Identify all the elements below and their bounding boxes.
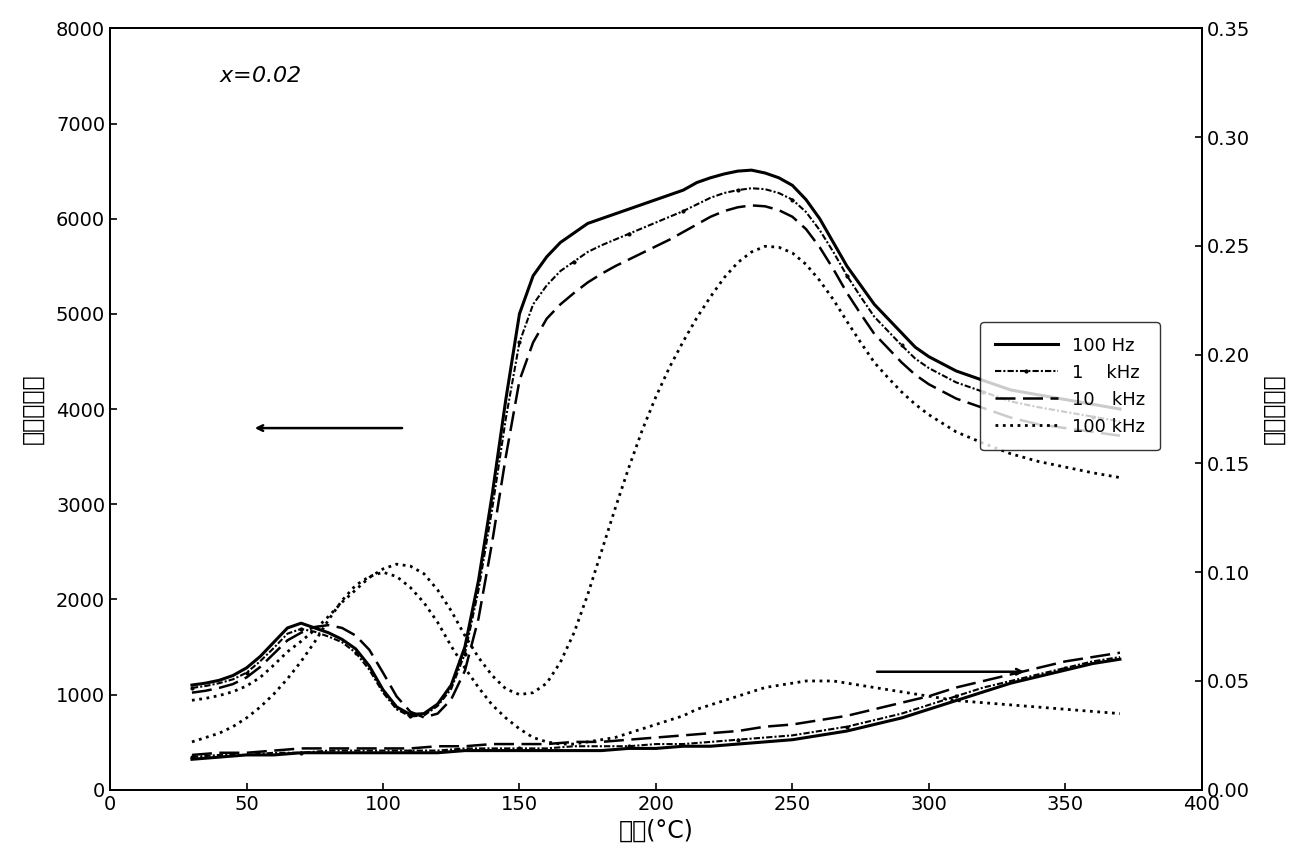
1    kHz <box>948 378 964 388</box>
100 kHz <box>757 241 773 251</box>
1    kHz <box>607 234 623 245</box>
1    kHz <box>347 647 363 658</box>
1    kHz <box>402 711 418 721</box>
100 kHz <box>921 410 936 420</box>
10   kHz <box>402 707 418 717</box>
X-axis label: 温度(°C): 温度(°C) <box>619 819 693 843</box>
100 kHz <box>252 672 268 683</box>
100 Hz <box>417 708 432 719</box>
10   kHz <box>948 393 964 403</box>
10   kHz <box>252 662 268 672</box>
1    kHz <box>1113 416 1128 427</box>
100 kHz <box>347 585 363 595</box>
Line: 100 Hz: 100 Hz <box>192 170 1121 715</box>
10   kHz <box>417 712 432 722</box>
100 Hz <box>402 709 418 720</box>
100 kHz <box>402 561 418 571</box>
10   kHz <box>743 200 759 211</box>
100 kHz <box>593 547 609 557</box>
100 Hz <box>607 209 623 219</box>
1    kHz <box>417 710 432 721</box>
Line: 100 kHz: 100 kHz <box>192 246 1121 701</box>
1    kHz <box>184 683 200 693</box>
Y-axis label: 相对电容率: 相对电容率 <box>21 374 44 444</box>
10   kHz <box>1113 430 1128 441</box>
100 kHz <box>1113 473 1128 483</box>
Line: 10   kHz: 10 kHz <box>192 206 1121 717</box>
10   kHz <box>184 688 200 698</box>
100 kHz <box>690 313 705 323</box>
10   kHz <box>703 212 718 222</box>
1    kHz <box>743 183 759 194</box>
100 Hz <box>184 680 200 690</box>
100 Hz <box>252 651 268 662</box>
100 Hz <box>347 644 363 654</box>
10   kHz <box>607 261 623 271</box>
Line: 1    kHz: 1 kHz <box>189 186 1123 719</box>
Text: $x$=0.02: $x$=0.02 <box>219 67 302 86</box>
1    kHz <box>252 656 268 666</box>
100 Hz <box>1113 403 1128 414</box>
100 Hz <box>703 173 718 183</box>
10   kHz <box>347 631 363 641</box>
Legend: 100 Hz, 1    kHz, 10   kHz, 100 kHz: 100 Hz, 1 kHz, 10 kHz, 100 kHz <box>981 322 1160 450</box>
100 Hz <box>743 165 759 175</box>
1    kHz <box>703 193 718 203</box>
Y-axis label: 损耗正切值: 损耗正切值 <box>1262 374 1285 444</box>
100 kHz <box>184 696 200 706</box>
100 Hz <box>948 365 964 376</box>
